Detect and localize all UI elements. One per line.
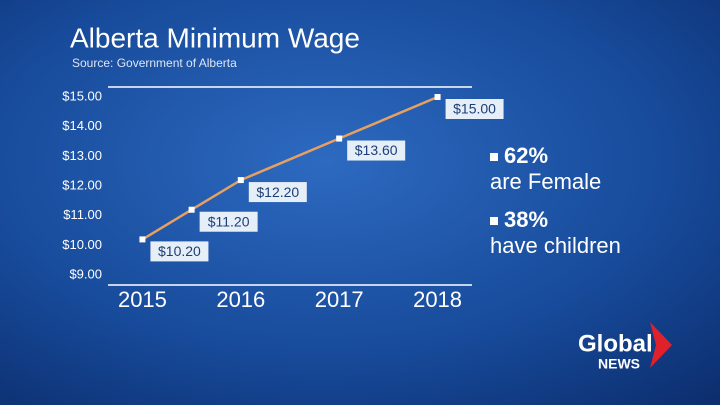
plot: $9.00 $10.00 $11.00 $12.00 $13.00 $14.00 $15.0…: [62, 86, 621, 312]
point: [237, 177, 244, 184]
value-label-box: [150, 241, 209, 262]
chart-subtitle: Source: Government of Alberta: [72, 56, 237, 70]
x-tick-label: 2018: [413, 287, 462, 312]
logo: Global NEWS: [578, 322, 672, 372]
logo-sub: NEWS: [598, 356, 640, 372]
stat-label: 38%: [504, 207, 548, 232]
logo-mark: [650, 322, 672, 368]
value-label: $15.00: [453, 101, 496, 117]
value-label: $12.20: [256, 184, 299, 200]
point: [434, 94, 441, 100]
point: [188, 206, 195, 213]
logo-name: Global: [578, 330, 653, 357]
value-label-box: [347, 140, 406, 161]
y-tick-label: $14.00: [62, 118, 102, 133]
value-label-box: [445, 99, 504, 119]
x-tick-label: 2017: [315, 287, 364, 312]
y-tick-label: $9.00: [69, 266, 102, 281]
stat-bullet: [490, 217, 498, 225]
value-label: $13.60: [355, 142, 398, 158]
y-tick-label: $12.00: [62, 177, 102, 192]
stat-text: are Female: [490, 169, 601, 194]
x-tick-label: 2015: [118, 287, 167, 312]
x-tick-label: 2016: [216, 287, 265, 312]
stat-label: 62%: [504, 143, 548, 168]
y-tick-label: $15.00: [62, 88, 102, 103]
point: [139, 236, 146, 243]
stat-bullet: [490, 153, 498, 161]
y-tick-label: $13.00: [62, 148, 102, 163]
value-label: $11.20: [208, 213, 250, 229]
y-tick-label: $10.00: [62, 237, 102, 252]
stat-text: have children: [490, 233, 621, 258]
value-label: $10.20: [158, 243, 201, 259]
value-label-box: [199, 211, 258, 232]
y-tick-label: $11.00: [63, 207, 102, 222]
chart-title: Alberta Minimum Wage: [70, 22, 360, 53]
point: [336, 135, 343, 142]
value-label-box: [248, 182, 307, 203]
